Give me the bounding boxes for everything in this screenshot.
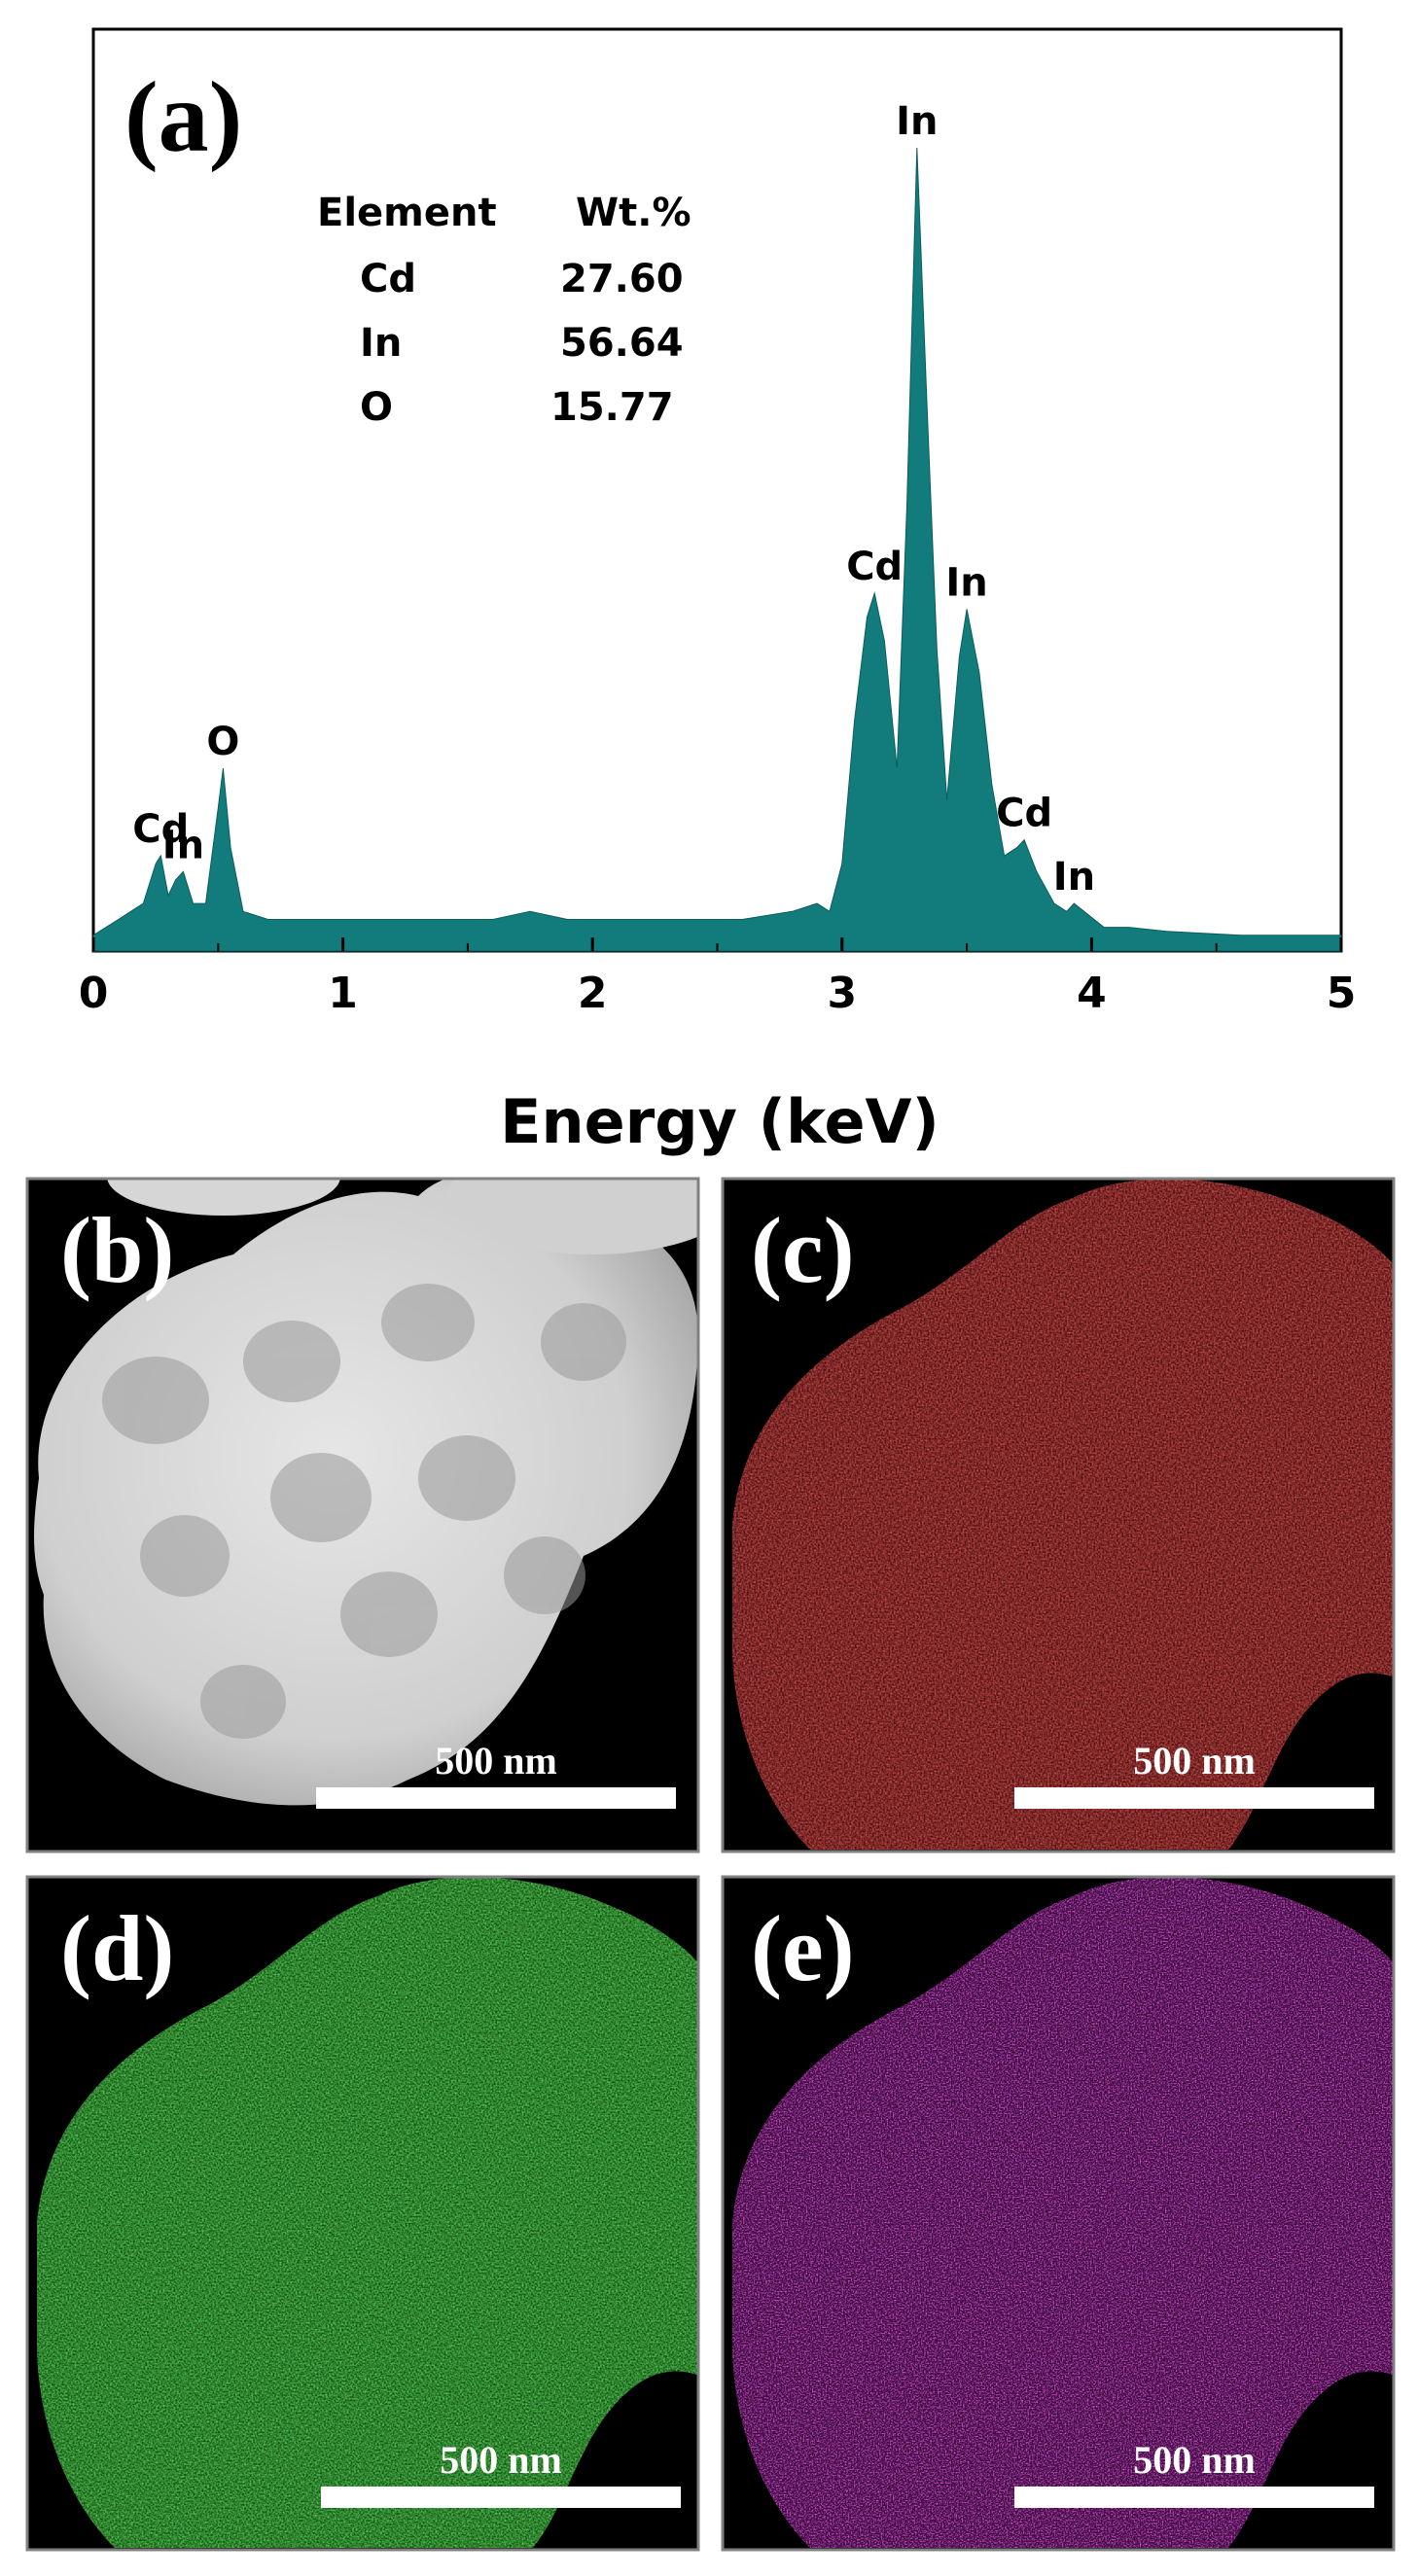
plot-frame (91, 27, 1343, 953)
peak-label: O (206, 720, 239, 764)
table-row-element: Cd (360, 257, 416, 301)
scale-bar (1014, 1787, 1374, 1809)
panel-e-o-map (723, 1877, 1394, 2550)
x-axis: 0 1 2 3 4 5 (79, 937, 1357, 1018)
scale-bar (316, 1787, 676, 1809)
table-row-element: In (360, 321, 402, 366)
scale-bar-label: 500 nm (435, 1739, 557, 1782)
panel-label-c: (c) (751, 1198, 855, 1302)
panel-label-b: (b) (60, 1198, 174, 1302)
x-tick-label: 0 (79, 969, 109, 1018)
x-axis-label: Energy (keV) (500, 1086, 939, 1157)
panel-label-a: (a) (124, 61, 242, 173)
scale-bar (1014, 2487, 1374, 2508)
table-row-element: O (360, 385, 393, 430)
peak-label: Cd (132, 807, 189, 852)
spectrum-area (92, 147, 1342, 952)
panel-label-d: (d) (60, 1896, 174, 2000)
x-tick-label: 1 (328, 969, 358, 1018)
table-row-wt: 15.77 (550, 385, 674, 430)
composition-table: Element Wt.% Cd 27.60 In 56.64 O 15.77 (317, 191, 691, 430)
table-row-wt: 27.60 (560, 257, 684, 301)
panel-c-cd-map (723, 1179, 1394, 1852)
panel-frames (25, 1177, 1396, 2552)
peak-label: In (1053, 855, 1095, 900)
peak-label: Cd (846, 545, 903, 589)
peak-label: Cd (996, 792, 1052, 836)
x-tick-label: 3 (827, 969, 857, 1018)
table-header-wt: Wt.% (576, 191, 691, 235)
scale-bar (321, 2487, 681, 2508)
scale-bar-label: 500 nm (1133, 2438, 1256, 2482)
peak-label: In (162, 823, 204, 867)
panel-b-sem-image (27, 1179, 698, 1852)
scale-bar-label: 500 nm (1133, 1739, 1256, 1782)
x-tick-label: 2 (578, 969, 608, 1018)
scale-bar-label: 500 nm (440, 2438, 562, 2482)
table-row-wt: 56.64 (560, 321, 684, 366)
x-tick-label: 4 (1077, 969, 1107, 1018)
panel-label-e: (e) (751, 1896, 855, 2000)
peak-label: In (945, 560, 987, 605)
table-header-element: Element (317, 191, 497, 235)
panel-d-in-map (27, 1877, 698, 2550)
x-tick-label: 5 (1327, 969, 1357, 1018)
peak-label: In (896, 99, 938, 144)
